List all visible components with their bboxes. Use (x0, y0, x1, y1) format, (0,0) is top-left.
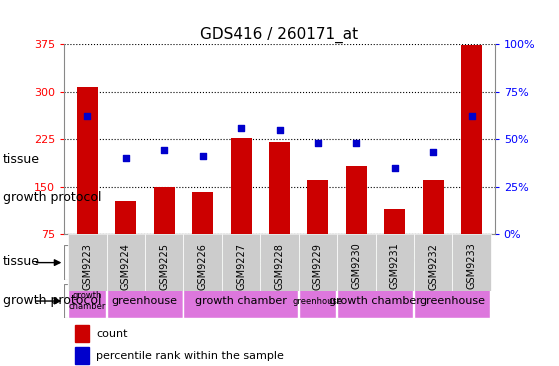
Bar (68, 234, 107, 291)
Text: GSM9232: GSM9232 (428, 243, 438, 290)
Point (83, 113, 92, 119)
Text: greenhouse: greenhouse (419, 296, 485, 306)
Text: growth protocol: growth protocol (3, 294, 101, 307)
Bar (107, 284, 183, 318)
Point (314, 140, 323, 146)
Text: greenhouse: greenhouse (292, 296, 343, 306)
Point (429, 149, 438, 155)
Bar (384, 209, 405, 282)
Text: GSM9226: GSM9226 (198, 243, 207, 290)
Text: GSM9227: GSM9227 (236, 243, 246, 290)
Bar (183, 234, 222, 291)
Point (390, 165, 399, 171)
Bar (77, 87, 98, 282)
Bar (154, 187, 175, 282)
Text: growth
chamber: growth chamber (68, 291, 106, 311)
Text: GSM9229: GSM9229 (313, 243, 323, 290)
Text: GSM9231: GSM9231 (390, 243, 400, 290)
Text: percentile rank within the sample: percentile rank within the sample (96, 351, 284, 361)
Bar (337, 284, 413, 318)
Bar (452, 234, 491, 291)
Bar (260, 234, 299, 291)
Text: growth chamber: growth chamber (195, 296, 287, 306)
Bar (346, 167, 367, 282)
Bar (414, 284, 490, 318)
Point (160, 147, 169, 153)
Bar (269, 142, 290, 282)
Text: GSM9223: GSM9223 (82, 243, 92, 290)
Bar (423, 180, 444, 282)
Bar (145, 234, 183, 291)
Text: count: count (96, 329, 127, 339)
Text: GSM9228: GSM9228 (274, 243, 285, 290)
Bar (230, 138, 252, 282)
Point (352, 140, 361, 146)
Text: GSM9230: GSM9230 (352, 243, 361, 290)
Point (121, 155, 130, 161)
Text: GSM9233: GSM9233 (467, 243, 477, 290)
Bar (68, 284, 106, 318)
Bar (337, 246, 490, 279)
Point (467, 113, 476, 119)
Bar (376, 234, 414, 291)
Text: tissue: tissue (3, 153, 40, 166)
Bar (192, 193, 213, 282)
Text: stem: stem (244, 256, 276, 269)
Text: GSM9225: GSM9225 (159, 243, 169, 290)
Text: growth chamber: growth chamber (329, 296, 421, 306)
Bar (107, 234, 145, 291)
Bar (68, 246, 183, 279)
Point (198, 153, 207, 159)
Bar (299, 234, 337, 291)
Bar (74, 347, 89, 364)
Point (236, 125, 245, 131)
Text: tissue: tissue (3, 255, 40, 268)
Bar (299, 284, 337, 318)
Point (275, 127, 284, 132)
Text: leaf: leaf (113, 256, 137, 269)
Bar (222, 234, 260, 291)
Bar (414, 234, 452, 291)
Bar (307, 180, 329, 282)
Bar (74, 325, 89, 342)
Bar (461, 45, 482, 282)
Text: greenhouse: greenhouse (112, 296, 178, 306)
Bar (337, 234, 376, 291)
Text: flower: flower (394, 256, 433, 269)
Text: GSM9224: GSM9224 (121, 243, 131, 290)
Bar (183, 246, 337, 279)
Bar (115, 201, 136, 282)
Text: growth protocol: growth protocol (3, 191, 101, 204)
Title: GDS416 / 260171_at: GDS416 / 260171_at (201, 26, 358, 42)
Bar (183, 284, 298, 318)
